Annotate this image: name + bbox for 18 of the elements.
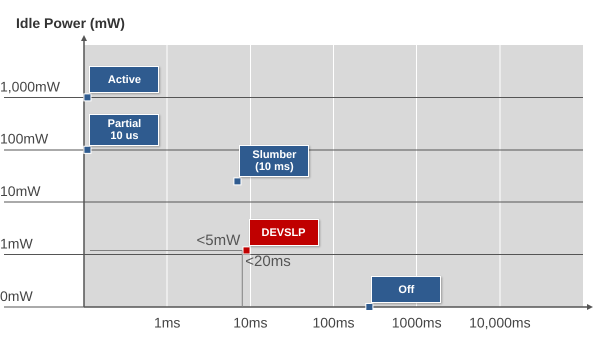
x-tick-label: 1ms: [154, 314, 180, 330]
y-tick-label: 100mW: [0, 130, 50, 147]
x-tick-label: 100ms: [312, 314, 355, 330]
y-tick-label: 0mW: [0, 288, 34, 304]
state-label: DEVSLP: [248, 219, 319, 246]
x-tick-label: 10ms: [233, 314, 268, 330]
ref-line-label: <5mW: [196, 232, 242, 250]
state-label: Partial 10 us: [89, 114, 160, 146]
y-tick-label: 10mW: [0, 183, 42, 200]
y-tick-label: 1mW: [0, 235, 34, 252]
state-label: Active: [89, 66, 160, 94]
y-axis-title: Idle Power (mW): [16, 14, 125, 31]
y-tick-label: 1,000mW: [0, 78, 61, 94]
x-tick-label: 10,000ms: [469, 314, 531, 330]
state-label: Off: [371, 276, 442, 303]
x-tick-label: 1000ms: [392, 314, 442, 330]
state-label: Slumber (10 ms): [239, 145, 310, 178]
ref-line-label: <20ms: [245, 253, 291, 270]
